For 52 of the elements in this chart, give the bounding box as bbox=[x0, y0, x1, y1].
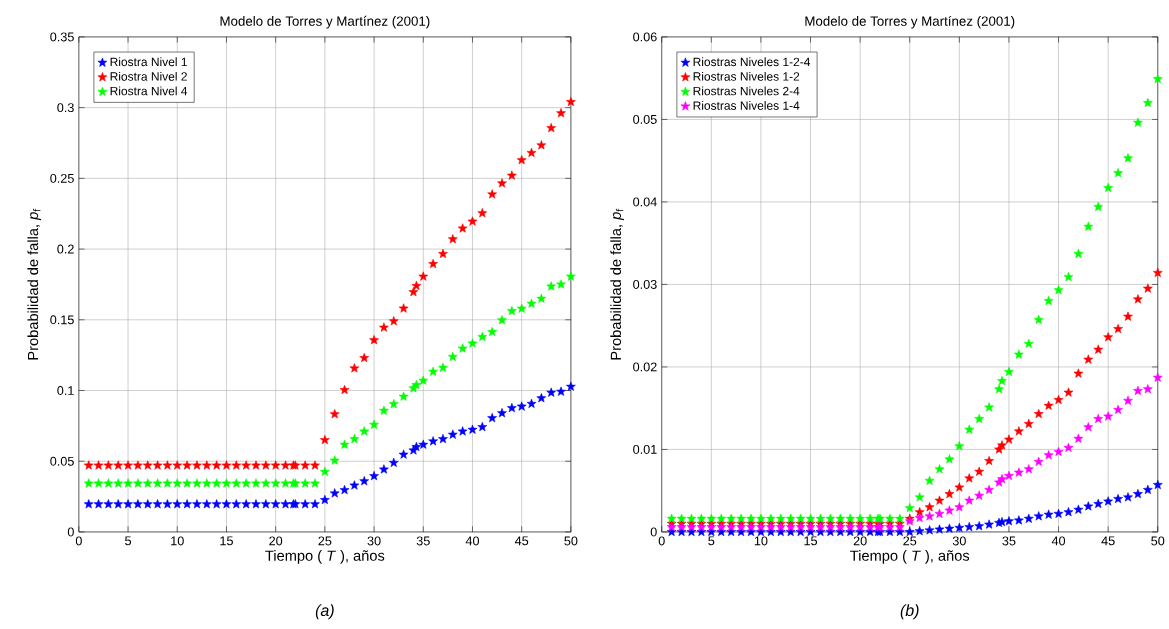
legend-label: Riostra Nivel 4 bbox=[110, 86, 188, 96]
x-tick-label: 45 bbox=[514, 536, 529, 546]
y-axis-title: Probabilidad de falla, p$_{f}$ bbox=[610, 208, 624, 360]
x-tick-label: 0 bbox=[658, 536, 665, 546]
x-tick-label: 15 bbox=[220, 536, 233, 546]
y-tick-label: 0.1 bbox=[57, 386, 74, 396]
x-tick-label: 25 bbox=[318, 536, 332, 546]
legend-label: Riostras Niveles 1-4 bbox=[693, 101, 800, 110]
x-tick-label: 30 bbox=[952, 536, 966, 546]
legend-label: Riostra Nivel 1 bbox=[110, 57, 187, 67]
x-tick-label: 0 bbox=[75, 536, 82, 546]
y-tick-label: 0.03 bbox=[633, 280, 657, 290]
x-tick-label: 40 bbox=[1051, 536, 1066, 546]
x-tick-label: 20 bbox=[853, 536, 867, 546]
y-tick-label: 0.02 bbox=[633, 362, 657, 372]
legend-label: Riostra Nivel 2 bbox=[110, 72, 187, 81]
x-tick-label: 50 bbox=[1151, 536, 1165, 546]
y-tick-label: 0.15 bbox=[50, 315, 74, 325]
legend-label: Riostras Niveles 1-2-4 bbox=[693, 57, 811, 67]
y-tick-label: 0.2 bbox=[57, 244, 74, 254]
legend-label: Riostras Niveles 2-4 bbox=[693, 86, 800, 96]
text: (b) bbox=[900, 604, 919, 620]
x-tick-label: 35 bbox=[416, 536, 430, 546]
y-axis-title: Probabilidad de falla, p$_{f}$ bbox=[27, 208, 42, 360]
y-tick-label: 0.25 bbox=[50, 173, 74, 183]
x-tick-label: 10 bbox=[754, 536, 768, 546]
y-tick-label: 0.05 bbox=[50, 456, 74, 466]
y-tick-label: 0.05 bbox=[633, 115, 657, 125]
x-axis-title: Tiempo ( T ), años bbox=[265, 550, 385, 564]
x-axis-title: Tiempo ( T ), años bbox=[850, 550, 970, 564]
x-tick-label: 10 bbox=[171, 536, 184, 546]
x-tick-label: 5 bbox=[125, 536, 132, 546]
x-tick-label: 20 bbox=[269, 536, 283, 546]
y-tick-label: 0.35 bbox=[50, 32, 74, 42]
x-tick-label: 5 bbox=[708, 536, 715, 546]
text: (a) bbox=[315, 604, 334, 620]
x-tick-label: 40 bbox=[465, 536, 480, 546]
y-tick-label: 0 bbox=[650, 527, 657, 537]
x-tick-label: 30 bbox=[367, 536, 381, 546]
y-tick-label: 0.04 bbox=[633, 197, 657, 207]
x-tick-label: 25 bbox=[903, 536, 917, 546]
y-tick-label: 0.01 bbox=[633, 445, 657, 455]
x-tick-label: 45 bbox=[1101, 536, 1115, 546]
y-tick-label: 0.3 bbox=[57, 103, 74, 113]
y-tick-label: 0.06 bbox=[633, 32, 657, 42]
legend-label: Riostras Niveles 1-2 bbox=[693, 72, 800, 81]
y-tick-label: 0 bbox=[67, 527, 74, 537]
x-tick-label: 15 bbox=[804, 536, 818, 546]
x-tick-label: 35 bbox=[1002, 536, 1016, 546]
chart-title: Modelo de Torres y Martínez (2001) bbox=[805, 15, 1015, 29]
x-tick-label: 50 bbox=[564, 536, 578, 546]
chart-title: Modelo de Torres y Martínez (2001) bbox=[220, 15, 430, 29]
